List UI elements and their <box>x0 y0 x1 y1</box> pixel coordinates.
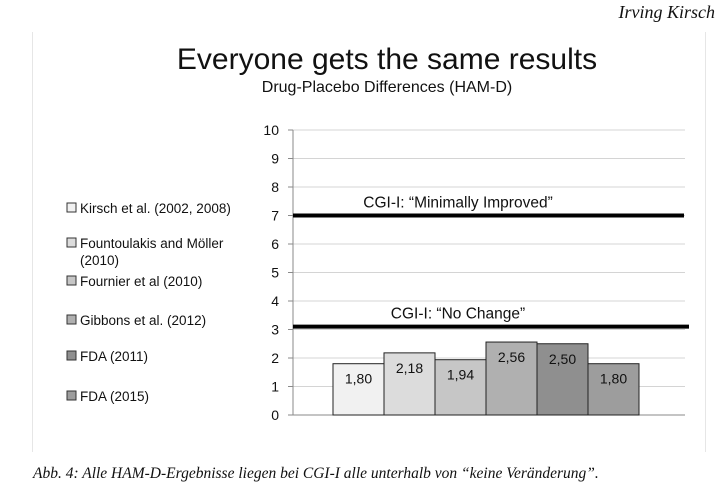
legend-swatch <box>66 314 77 325</box>
data-label: 1,94 <box>447 367 474 383</box>
chart-subtitle: Drug-Placebo Differences (HAM-D) <box>262 79 512 96</box>
y-tick-label: 2 <box>271 350 279 366</box>
legend-label: Kirsch et al. (2002, 2008) <box>80 201 231 216</box>
y-tick-label: 9 <box>271 151 279 167</box>
author-header: Irving Kirsch <box>618 2 716 22</box>
y-tick-label: 6 <box>271 236 279 252</box>
data-label: 2,18 <box>396 360 423 376</box>
y-tick-label: 7 <box>271 208 279 224</box>
bar <box>485 341 538 416</box>
chart-title: Everyone gets the same results <box>177 43 597 76</box>
y-tick-label: 5 <box>271 265 279 281</box>
bar <box>587 363 640 416</box>
y-tick-label: 3 <box>271 322 279 338</box>
y-tick-label: 1 <box>271 379 279 395</box>
figure-caption: Abb. 4: Alle HAM-D-Ergebnisse liegen bei… <box>33 465 599 482</box>
reference-line-label: CGI-I: “No Change” <box>391 306 525 323</box>
bar <box>434 359 487 416</box>
legend-label: Fournier et al (2010) <box>80 274 202 289</box>
legend-swatch <box>66 275 77 286</box>
data-label: 1,80 <box>600 371 627 387</box>
data-label: 2,50 <box>549 351 576 367</box>
legend-label: Fountoulakis and Möller (2010) <box>80 236 224 268</box>
legend-label: Gibbons et al. (2012) <box>80 313 206 328</box>
y-tick-label: 0 <box>271 407 279 423</box>
bar <box>383 352 436 416</box>
legend-label: FDA (2011) <box>80 349 148 364</box>
y-tick-label: 8 <box>271 179 279 195</box>
legend-swatch <box>66 202 77 213</box>
reference-line-label: CGI-I: “Minimally Improved” <box>363 195 552 212</box>
legend-swatch <box>66 350 77 361</box>
slide-frame <box>32 32 706 452</box>
y-tick-label: 10 <box>263 122 279 138</box>
bar <box>536 343 589 416</box>
legend-swatch <box>66 390 77 401</box>
y-tick-label: 4 <box>271 293 279 309</box>
legend-label: FDA (2015) <box>80 389 149 404</box>
data-label: 2,56 <box>498 349 525 365</box>
data-label: 1,80 <box>345 371 372 387</box>
legend-swatch <box>66 237 77 248</box>
